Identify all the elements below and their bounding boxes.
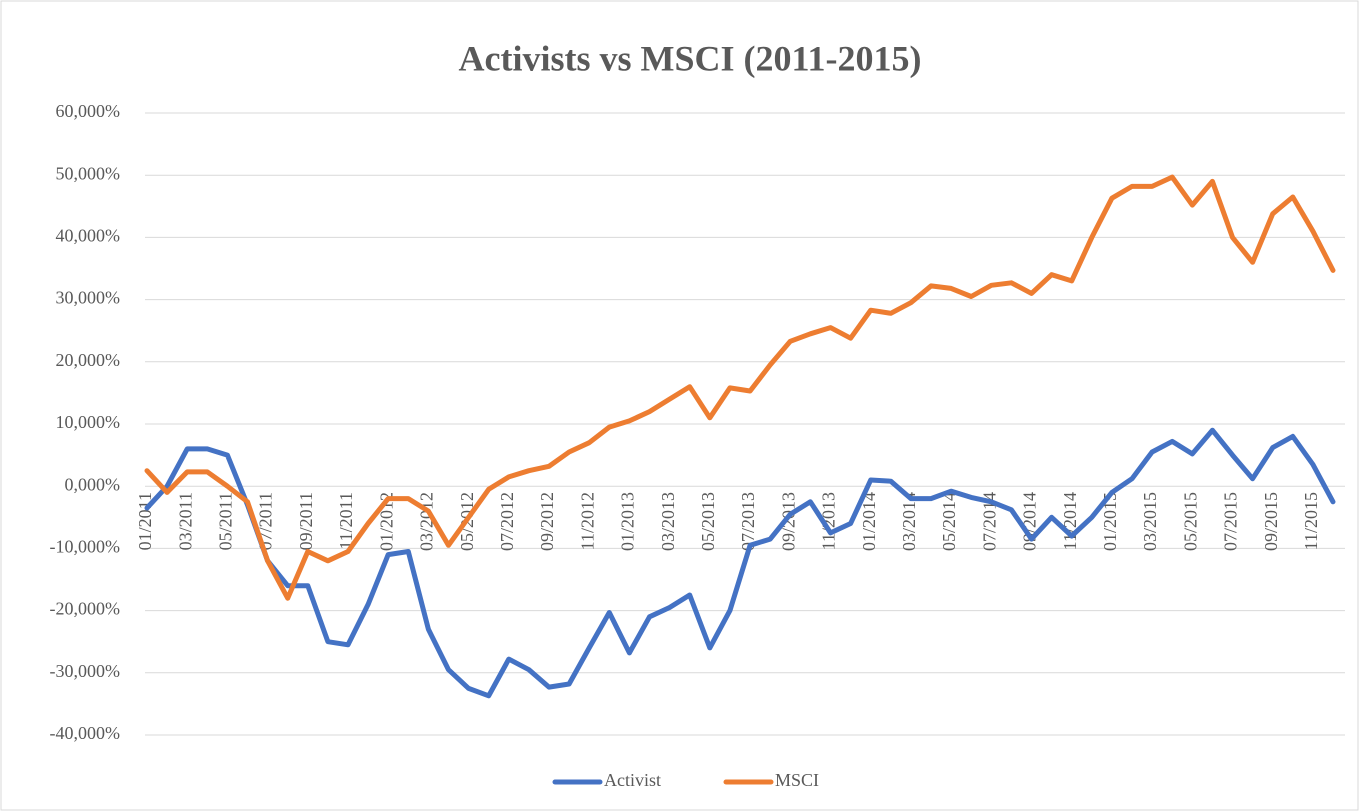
x-tick-label: 01/2015: [1100, 492, 1120, 551]
x-tick-label: 01/2013: [618, 492, 638, 551]
x-tick-label: 09/2015: [1261, 492, 1281, 551]
x-tick-label: 11/2012: [577, 492, 597, 550]
x-tick-label: 11/2014: [1060, 492, 1080, 550]
x-tick-label: 09/2011: [296, 492, 316, 550]
x-tick-label: 11/2013: [819, 492, 839, 550]
y-tick-label: 30,000%: [56, 288, 121, 308]
x-tick-label: 09/2014: [1020, 492, 1040, 551]
y-tick-label: 10,000%: [56, 412, 121, 432]
x-tick-label: 03/2014: [899, 492, 919, 551]
x-tick-label: 05/2011: [216, 492, 236, 550]
y-tick-label: -30,000%: [50, 661, 121, 681]
y-tick-label: 40,000%: [56, 226, 121, 246]
x-tick-label: 03/2015: [1140, 492, 1160, 551]
legend-label: MSCI: [775, 770, 819, 790]
x-tick-label: 03/2011: [175, 492, 195, 550]
x-tick-label: 07/2012: [497, 492, 517, 551]
y-tick-label: -20,000%: [50, 599, 121, 619]
x-tick-label: 09/2013: [778, 492, 798, 551]
x-tick-label: 07/2013: [738, 492, 758, 551]
x-tick-label: 09/2012: [537, 492, 557, 551]
x-tick-label: 11/2011: [336, 492, 356, 550]
y-tick-label: 60,000%: [56, 101, 121, 121]
y-tick-label: -40,000%: [50, 723, 121, 743]
x-tick-label: 05/2014: [939, 492, 959, 551]
x-tick-label: 01/2014: [859, 492, 879, 551]
legend-label: Activist: [604, 770, 661, 790]
x-tick-label: 07/2014: [979, 492, 999, 551]
y-tick-label: 20,000%: [56, 350, 121, 370]
x-tick-label: 07/2015: [1221, 492, 1241, 551]
y-tick-label: -10,000%: [50, 537, 121, 557]
x-tick-label: 03/2013: [658, 492, 678, 551]
x-tick-label: 11/2015: [1301, 492, 1321, 550]
chart-title: Activists vs MSCI (2011-2015): [459, 38, 922, 78]
x-tick-label: 05/2013: [698, 492, 718, 551]
series-line: [144, 427, 1336, 699]
series-line: [144, 174, 1336, 601]
y-tick-label: 50,000%: [56, 163, 121, 183]
x-tick-label: 05/2015: [1180, 492, 1200, 551]
y-tick-label: 0,000%: [65, 474, 121, 494]
